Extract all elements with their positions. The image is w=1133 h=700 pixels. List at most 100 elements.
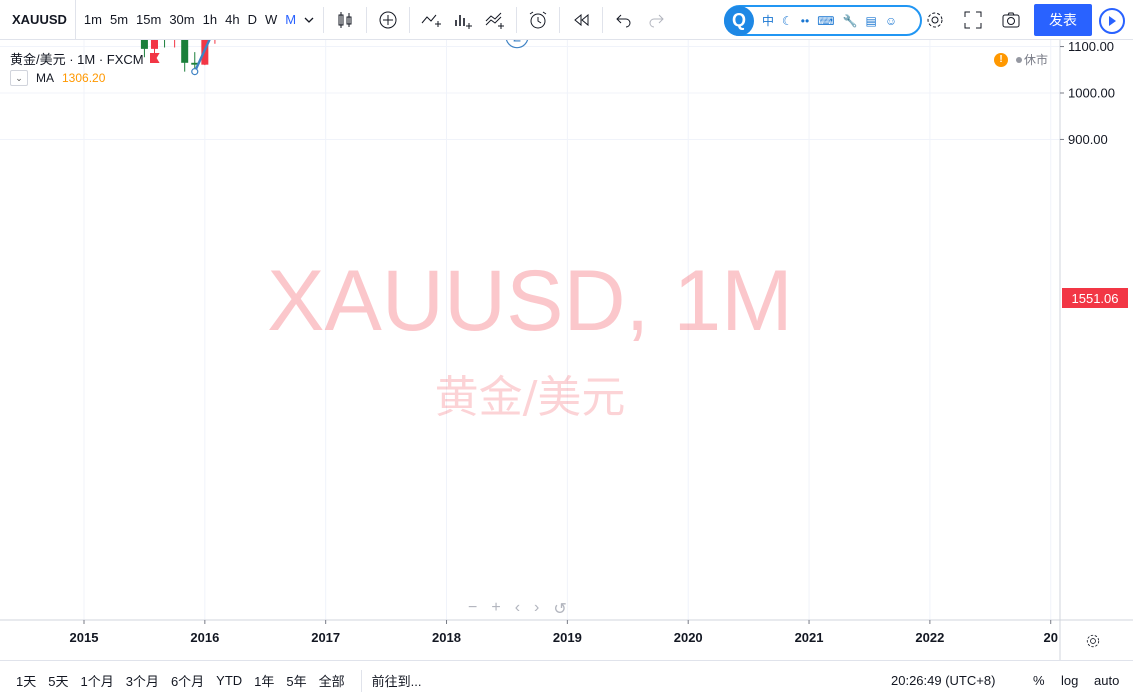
grid-lines bbox=[0, 40, 1060, 620]
interval-30m[interactable]: 30m bbox=[169, 12, 195, 27]
range-1m[interactable]: 1个月 bbox=[80, 674, 114, 689]
goto-button[interactable]: 前往到... bbox=[371, 674, 422, 689]
candle-body bbox=[150, 40, 158, 49]
range-1d[interactable]: 1天 bbox=[16, 674, 37, 689]
ma-value: 1306.20 bbox=[62, 71, 106, 85]
interval-d[interactable]: D bbox=[247, 12, 257, 27]
zoom-out-icon[interactable]: − bbox=[468, 599, 478, 616]
interval-m[interactable]: M bbox=[285, 12, 297, 27]
bottom-divider bbox=[360, 669, 362, 692]
time-tick-label: 2020 bbox=[674, 630, 703, 645]
range-6m[interactable]: 6个月 bbox=[170, 674, 205, 689]
chevron-down-icon bbox=[304, 17, 314, 23]
range-3m[interactable]: 3个月 bbox=[125, 674, 159, 689]
range-list: 1天 5天 1个月 3个月 6个月 YTD 1年 5年 全部 bbox=[0, 671, 351, 690]
warning-icon: ! bbox=[994, 52, 1008, 67]
time-axis-bg bbox=[0, 620, 1133, 660]
reset-icon[interactable]: ↺ bbox=[553, 601, 567, 618]
interval-list: 1m 5m 15m 30m 1h 4h D W M bbox=[76, 7, 318, 33]
interval-1m[interactable]: 1m bbox=[83, 12, 102, 27]
settings-button[interactable] bbox=[919, 4, 951, 36]
indicators-button[interactable] bbox=[415, 4, 447, 36]
candle bbox=[181, 40, 189, 72]
candle bbox=[150, 40, 158, 56]
candles-icon bbox=[338, 11, 352, 28]
log-toggle[interactable]: log bbox=[1061, 673, 1079, 688]
templates-button[interactable] bbox=[479, 4, 511, 36]
time-tick-label: 2019 bbox=[553, 630, 582, 645]
bar-chart-plus-icon bbox=[455, 14, 473, 29]
plus-circle-icon bbox=[379, 11, 397, 28]
price-tick-label: 1100.00 bbox=[1068, 40, 1114, 54]
legend-ma-row[interactable]: ⌄ MA 1306.20 bbox=[10, 68, 160, 88]
market-status[interactable]: ! 休市 bbox=[994, 51, 1048, 68]
range-5y[interactable]: 5年 bbox=[286, 674, 307, 689]
toolbar-divider bbox=[602, 6, 604, 33]
symbol-search-button[interactable]: XAUUSD bbox=[0, 0, 76, 40]
play-icon bbox=[1109, 16, 1116, 26]
price-chart[interactable]: XAUUSD, 1M黄金/美元12345123452100.002000.001… bbox=[0, 40, 1133, 660]
toolbar-divider bbox=[516, 6, 518, 33]
fullscreen-icon bbox=[964, 11, 982, 29]
publish-button[interactable]: 发表 bbox=[1034, 4, 1092, 36]
toolbar-divider bbox=[409, 6, 411, 33]
time-axis: 2015 2016 2017 2018 2019 2020 2021 2022 20 bbox=[0, 619, 1133, 660]
undo-button[interactable] bbox=[608, 4, 640, 36]
gear-icon bbox=[1086, 634, 1100, 648]
extension-logo[interactable]: Q bbox=[724, 5, 754, 36]
range-ytd[interactable]: YTD bbox=[216, 673, 243, 688]
chevron-down-icon[interactable]: ⌄ bbox=[10, 70, 28, 86]
last-price-label: 1551.06 bbox=[1062, 288, 1128, 308]
clock[interactable]: 20:26:49 (UTC+8) bbox=[891, 673, 996, 688]
moon-icon[interactable]: ☾ bbox=[782, 13, 793, 28]
scroll-right-icon[interactable]: › bbox=[534, 599, 540, 616]
elliott-primary-node bbox=[191, 68, 199, 76]
interval-15m[interactable]: 15m bbox=[136, 12, 162, 27]
keyboard-icon[interactable]: ⌨ bbox=[817, 13, 835, 28]
alert-button[interactable] bbox=[522, 4, 554, 36]
toolbar-divider bbox=[323, 6, 325, 33]
interval-1h[interactable]: 1h bbox=[202, 12, 218, 27]
candle bbox=[140, 40, 148, 58]
extension-toolbar: Q 中 ☾ •• ⌨ 🔧 ▤ ☺ bbox=[724, 5, 922, 36]
fullscreen-button[interactable] bbox=[957, 4, 989, 36]
scroll-left-icon[interactable]: ‹ bbox=[514, 599, 521, 616]
indicators-icon bbox=[421, 14, 442, 27]
play-button[interactable] bbox=[1099, 8, 1125, 34]
elliott-primary: 12345 bbox=[191, 40, 529, 76]
time-tick-label: 2018 bbox=[432, 630, 461, 645]
interval-5m[interactable]: 5m bbox=[109, 12, 129, 27]
time-tick-label: 2021 bbox=[795, 630, 824, 645]
range-1y[interactable]: 1年 bbox=[254, 674, 275, 689]
dots-icon[interactable]: •• bbox=[800, 13, 810, 28]
status-dot-icon bbox=[1016, 56, 1022, 63]
financials-button[interactable] bbox=[447, 4, 479, 36]
axis-settings-button[interactable] bbox=[1084, 632, 1102, 653]
templates-icon bbox=[485, 12, 505, 29]
zoom-in-icon[interactable]: + bbox=[491, 599, 501, 616]
redo-button[interactable] bbox=[640, 4, 672, 36]
smiley-icon[interactable]: ☺ bbox=[884, 13, 898, 28]
range-5d[interactable]: 5天 bbox=[48, 674, 69, 689]
wrench-icon[interactable]: 🔧 bbox=[842, 13, 858, 28]
candle-body bbox=[140, 40, 148, 49]
compare-button[interactable] bbox=[372, 4, 404, 36]
time-tick-label: 2022 bbox=[915, 630, 944, 645]
snapshot-button[interactable] bbox=[995, 4, 1027, 36]
chart-type-button[interactable] bbox=[329, 4, 361, 36]
watermark-name: 黄金/美元 bbox=[435, 372, 626, 423]
interval-4h[interactable]: 4h bbox=[225, 12, 240, 27]
percent-toggle[interactable]: % bbox=[1033, 673, 1045, 688]
language-toggle[interactable]: 中 bbox=[762, 14, 775, 28]
redo-icon bbox=[649, 14, 664, 27]
interval-w[interactable]: W bbox=[264, 12, 278, 27]
clipboard-icon[interactable]: ▤ bbox=[865, 13, 877, 28]
replay-button[interactable] bbox=[565, 4, 597, 36]
gear-icon bbox=[927, 12, 943, 28]
price-tick-label: 900.00 bbox=[1068, 132, 1108, 147]
auto-toggle[interactable]: auto bbox=[1094, 673, 1120, 688]
interval-dropdown[interactable] bbox=[300, 7, 318, 33]
time-tick-label: 20 bbox=[1044, 630, 1058, 645]
range-all[interactable]: 全部 bbox=[318, 674, 345, 689]
elliott-primary-label-ring bbox=[505, 40, 529, 49]
